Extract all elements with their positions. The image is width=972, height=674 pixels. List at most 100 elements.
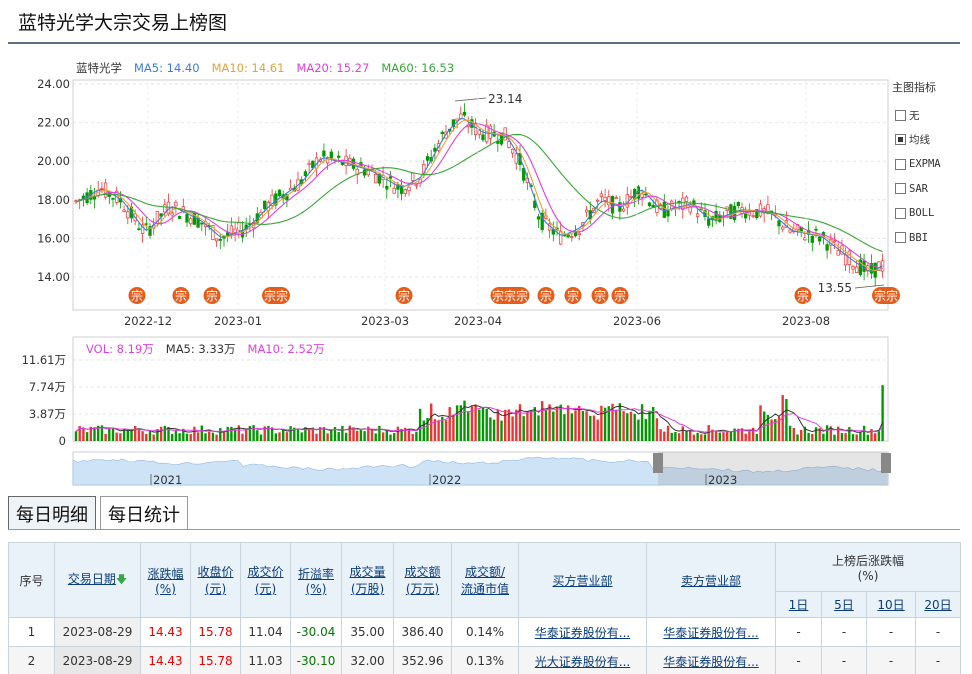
- header-premium[interactable]: 折溢率 (%): [290, 542, 342, 618]
- header-close[interactable]: 收盘价 (元): [190, 542, 241, 618]
- volume-bar: [426, 418, 429, 441]
- cell-date: 2023-08-29: [54, 617, 141, 647]
- cell-buyer[interactable]: 光大证券股份有...: [518, 646, 647, 674]
- volume-bar: [230, 426, 233, 441]
- checkbox-icon[interactable]: [895, 158, 906, 170]
- block-trade-marker[interactable]: 宗宗: [262, 287, 290, 304]
- cell-d10: -: [866, 617, 916, 647]
- volume-bar: [655, 418, 659, 441]
- header-ratio[interactable]: 成交额/流通市值: [451, 542, 519, 618]
- volume-bar: [770, 419, 773, 441]
- header-d5[interactable]: 5日: [821, 591, 867, 618]
- checkbox-icon[interactable]: [895, 109, 906, 121]
- candle-body: [122, 209, 126, 212]
- candle-body: [755, 209, 759, 219]
- header-price[interactable]: 成交价 (元): [240, 542, 291, 618]
- marker-label: 宗宗: [874, 288, 898, 303]
- tab-daily-stats[interactable]: 每日统计: [100, 496, 188, 529]
- indicator-option-boll[interactable]: BOLL: [892, 201, 962, 226]
- header-buyer[interactable]: 买方营业部: [518, 542, 647, 618]
- volume-bar: [389, 434, 392, 441]
- header-amount[interactable]: 成交额 (万元): [393, 542, 452, 618]
- page-title: 蓝特光学大宗交易上榜图: [18, 12, 228, 34]
- checkbox-checked-icon[interactable]: [895, 134, 906, 146]
- volume-bar: [237, 425, 240, 441]
- volume-bar: [666, 425, 670, 441]
- navigator-left-handle[interactable]: [653, 453, 663, 473]
- block-trade-marker[interactable]: 宗: [128, 287, 146, 304]
- candle-body: [177, 215, 182, 219]
- indicator-option-expma[interactable]: EXPMA: [892, 152, 962, 177]
- seller-link[interactable]: 华泰证券股份有...: [663, 654, 759, 669]
- volume-bar: [703, 434, 707, 441]
- volume-bar: [607, 406, 610, 441]
- buyer-link[interactable]: 华泰证券股份有...: [534, 625, 631, 640]
- marker-badge: [794, 287, 812, 304]
- block-trade-marker[interactable]: 宗: [794, 287, 812, 304]
- block-trade-marker[interactable]: 宗宗宗: [490, 287, 530, 304]
- checkbox-icon[interactable]: [895, 207, 906, 219]
- seller-link[interactable]: 华泰证券股份有...: [663, 625, 759, 640]
- marker-badge: [537, 287, 555, 304]
- volume-bar: [363, 431, 366, 441]
- marker-badge: [172, 287, 190, 304]
- checkbox-icon[interactable]: [895, 232, 906, 244]
- block-trade-marker[interactable]: 宗: [591, 287, 609, 304]
- volume-bar: [304, 427, 307, 441]
- indicator-option-sar[interactable]: SAR: [892, 177, 962, 202]
- header-d1[interactable]: 1日: [775, 591, 822, 618]
- sort-date-link[interactable]: 交易日期: [67, 572, 116, 586]
- block-trade-marker[interactable]: 宗: [611, 287, 629, 304]
- indicator-option-none[interactable]: 无: [892, 103, 962, 128]
- y-tick-label: 20.00: [37, 154, 70, 168]
- block-trade-marker[interactable]: 宗宗: [872, 287, 900, 304]
- candle-body: [455, 118, 459, 122]
- candle-body: [603, 197, 607, 201]
- indicator-option-ma[interactable]: 均线: [892, 128, 962, 153]
- block-trade-marker[interactable]: 宗: [564, 287, 582, 304]
- buyer-link[interactable]: 光大证券股份有...: [534, 654, 631, 669]
- cell-seller[interactable]: 华泰证券股份有...: [646, 646, 776, 674]
- tab-daily-detail[interactable]: 每日明细: [8, 496, 96, 529]
- block-trade-marker[interactable]: 宗: [537, 287, 555, 304]
- indicator-option-bbi[interactable]: BBI: [892, 226, 962, 251]
- candle-body: [843, 254, 848, 266]
- header-change[interactable]: 涨跌幅 (%): [140, 542, 191, 618]
- x-tick-label: 2023-08: [782, 314, 830, 328]
- navigator-right-handle[interactable]: [881, 453, 891, 473]
- block-trade-marker[interactable]: 宗: [172, 287, 190, 304]
- cell-seller[interactable]: 华泰证券股份有...: [646, 617, 776, 647]
- volume-bar: [500, 420, 503, 441]
- volume-bar: [851, 434, 855, 441]
- ma-line: [75, 133, 883, 253]
- candle-body: [174, 201, 178, 207]
- sort-down-icon[interactable]: 🡇: [115, 573, 128, 586]
- tabs-divider: [8, 529, 960, 530]
- header-seq: 序号: [8, 542, 55, 618]
- header-volume[interactable]: 成交量 (万股): [341, 542, 394, 618]
- kline-chart[interactable]: 24.00 22.00 20.00 18.00 16.00 14.00 蓝特光学 MA5: …: [0, 52, 972, 492]
- header-d20[interactable]: 20日: [914, 591, 962, 618]
- candle-body: [303, 171, 308, 177]
- header-seller[interactable]: 卖方营业部: [646, 542, 776, 618]
- price-legend: 蓝特光学 MA5: 14.40 MA10: 14.61 MA20: 15.27 MA60…: [76, 61, 454, 75]
- block-trade-marker[interactable]: 宗: [203, 287, 221, 304]
- block-trade-markers[interactable]: 宗宗宗宗宗宗宗宗宗宗宗宗宗宗宗宗: [128, 287, 901, 304]
- checkbox-icon[interactable]: [895, 183, 906, 195]
- x-tick-label: 2023-01: [214, 314, 262, 328]
- volume-bar: [603, 407, 607, 441]
- navigator-selection[interactable]: [658, 452, 887, 485]
- header-date[interactable]: 交易日期🡇: [54, 542, 141, 618]
- volume-bar: [267, 425, 270, 441]
- marker-badge: [395, 287, 413, 304]
- volume-bar: [378, 425, 381, 441]
- volume-bar: [171, 434, 174, 441]
- candle-body: [855, 266, 859, 273]
- block-trade-marker[interactable]: 宗: [395, 287, 413, 304]
- volume-bar: [541, 401, 544, 441]
- candle-body: [647, 202, 652, 207]
- header-d10[interactable]: 10日: [866, 591, 916, 618]
- volume-bar: [252, 425, 255, 441]
- marker-label: 宗: [131, 288, 143, 303]
- cell-buyer[interactable]: 华泰证券股份有...: [518, 617, 647, 647]
